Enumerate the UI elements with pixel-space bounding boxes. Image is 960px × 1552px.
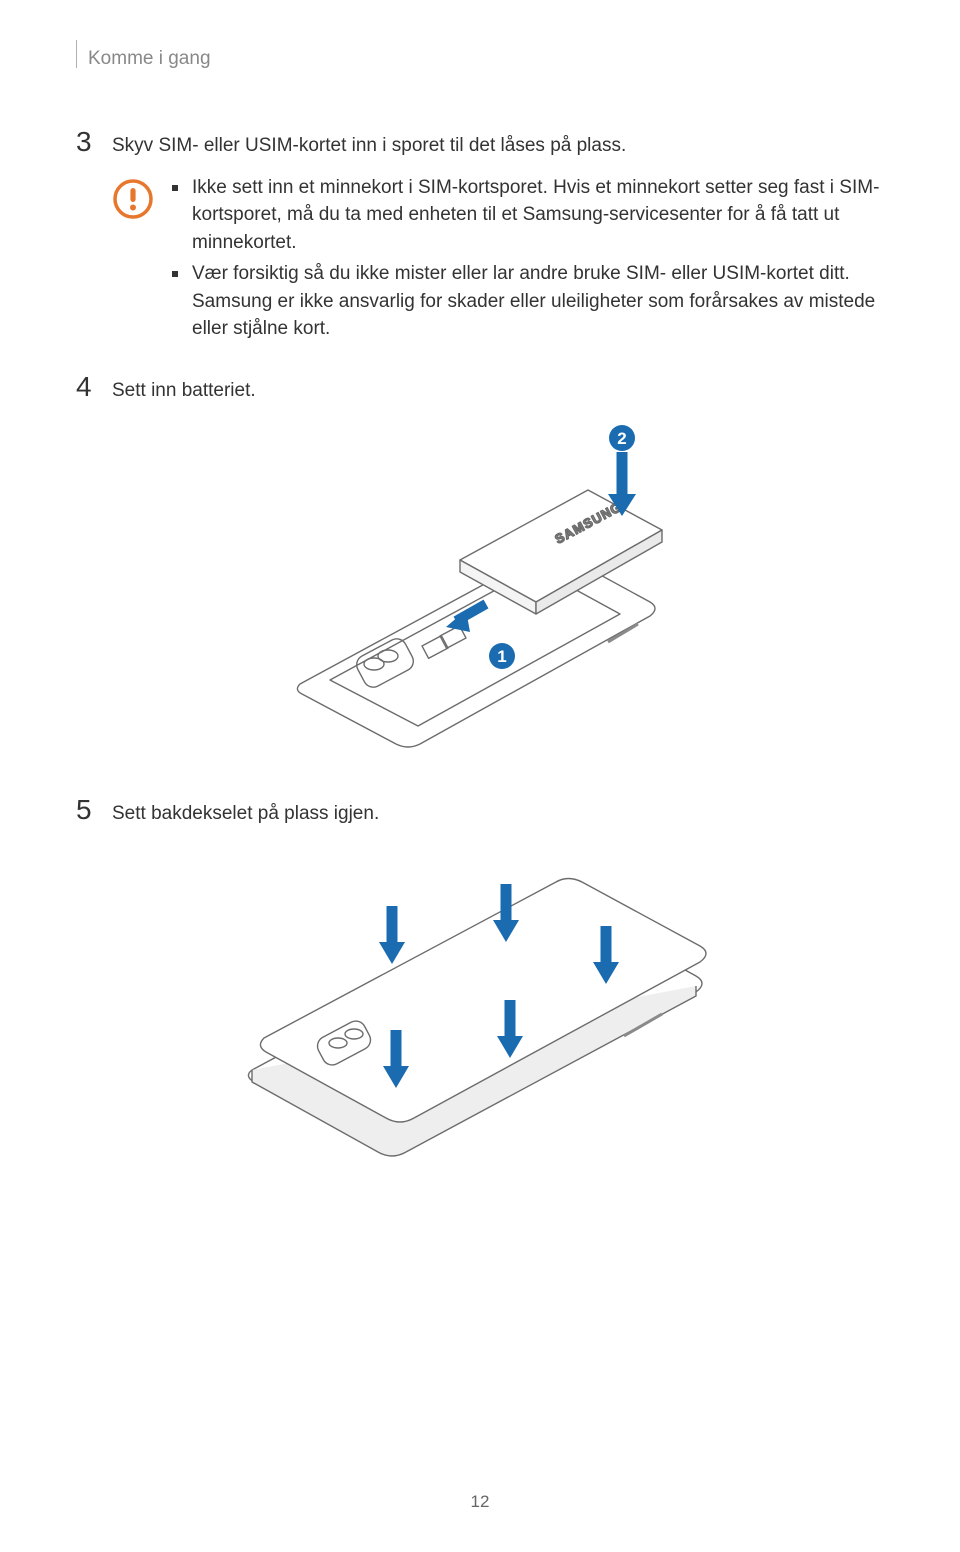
- section-title: Komme i gang: [88, 48, 884, 70]
- step-3: 3 Skyv SIM- eller USIM-kortet inn i spor…: [76, 126, 884, 160]
- warning-block: Ikke sett inn et minnekort i SIM-kortspo…: [112, 174, 884, 347]
- svg-text:2: 2: [617, 429, 626, 448]
- page-number: 12: [0, 1492, 960, 1512]
- step-text: Sett bakdekselet på plass igjen.: [112, 794, 884, 828]
- callout-2: 2: [609, 425, 635, 451]
- warning-icon: [112, 178, 154, 220]
- bullet-item: Ikke sett inn et minnekort i SIM-kortspo…: [172, 174, 884, 257]
- bullet-dot-icon: [172, 271, 178, 277]
- warning-bullets: Ikke sett inn et minnekort i SIM-kortspo…: [172, 174, 884, 347]
- step-text: Sett inn batteriet.: [112, 371, 884, 405]
- step-4: 4 Sett inn batteriet.: [76, 371, 884, 405]
- step-5: 5 Sett bakdekselet på plass igjen.: [76, 794, 884, 828]
- step-number: 5: [76, 794, 112, 824]
- step-number: 4: [76, 371, 112, 401]
- svg-text:1: 1: [497, 647, 506, 666]
- figure-cover: [76, 848, 884, 1158]
- bullet-text: Ikke sett inn et minnekort i SIM-kortspo…: [192, 174, 884, 257]
- bullet-text: Vær forsiktig så du ikke mister eller la…: [192, 260, 884, 343]
- step-text: Skyv SIM- eller USIM-kortet inn i sporet…: [112, 126, 884, 160]
- callout-1: 1: [489, 643, 515, 669]
- cover-diagram: [210, 848, 750, 1158]
- bullet-item: Vær forsiktig så du ikke mister eller la…: [172, 260, 884, 343]
- figure-battery: SAMSUNG 1 2: [76, 424, 884, 754]
- step-number: 3: [76, 126, 112, 156]
- header-divider: [76, 40, 77, 68]
- bullet-dot-icon: [172, 185, 178, 191]
- battery-diagram: SAMSUNG 1 2: [240, 424, 720, 754]
